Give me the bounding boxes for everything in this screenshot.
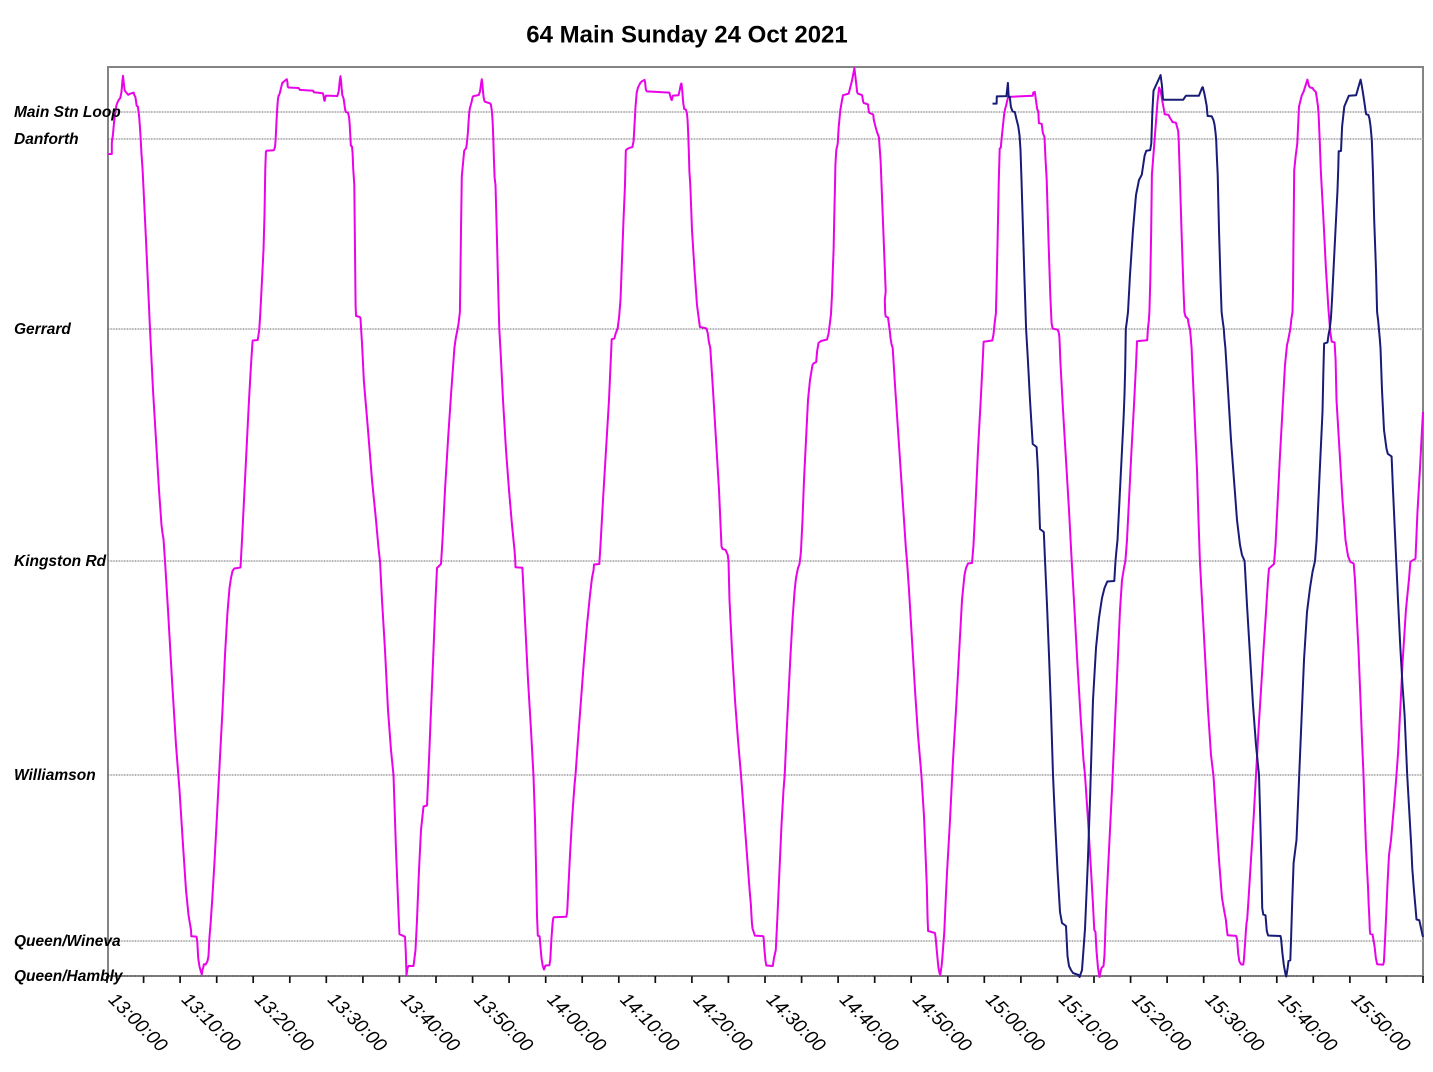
svg-text:Williamson: Williamson — [14, 767, 96, 784]
svg-text:64 Main Sunday 24 Oct 2021: 64 Main Sunday 24 Oct 2021 — [526, 22, 847, 49]
svg-text:Queen/Wineva: Queen/Wineva — [14, 933, 121, 950]
svg-text:Queen/Hambly: Queen/Hambly — [14, 968, 124, 985]
svg-text:Main Stn Loop: Main Stn Loop — [14, 104, 121, 121]
svg-text:Kingston Rd: Kingston Rd — [14, 553, 107, 570]
svg-text:Gerrard: Gerrard — [14, 321, 71, 338]
svg-text:Danforth: Danforth — [14, 131, 79, 148]
